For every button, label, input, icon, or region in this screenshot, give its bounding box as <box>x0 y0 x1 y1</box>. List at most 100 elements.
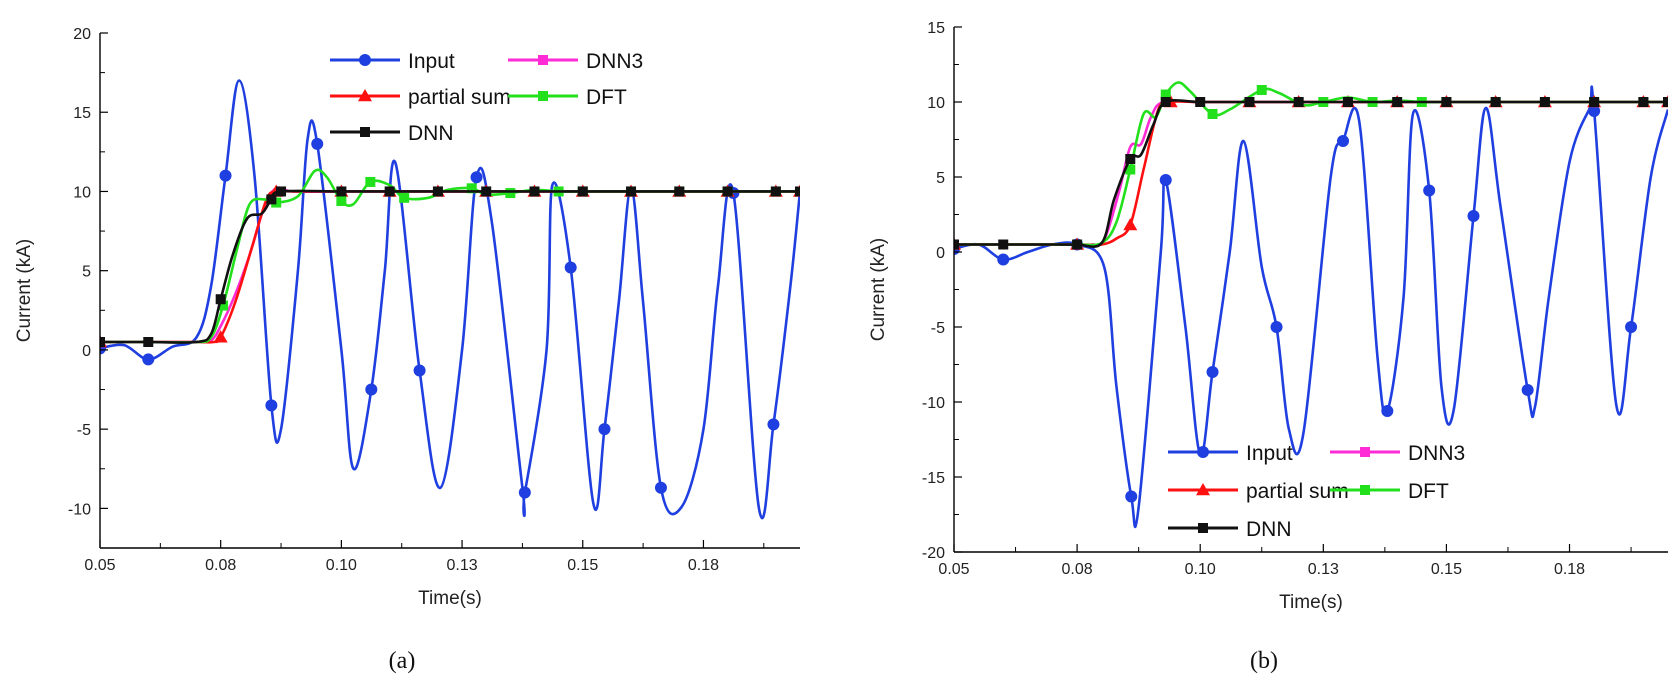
legend-item-dnn3: DNN3 <box>508 50 643 73</box>
series-point <box>1441 97 1452 107</box>
series-dnn <box>954 97 1668 250</box>
series-point <box>1589 97 1600 107</box>
series-line <box>954 99 1668 247</box>
series-point <box>466 183 477 194</box>
legend-swatch-marker <box>538 55 548 65</box>
legend-swatch-marker <box>360 127 370 137</box>
series-point <box>998 239 1009 250</box>
y-axis-title: Current (kA) <box>868 238 889 341</box>
series-point <box>311 137 324 150</box>
series-point <box>626 186 637 197</box>
plot-area <box>100 79 800 520</box>
series-dnn <box>100 186 800 347</box>
series-point <box>470 171 483 184</box>
series-line <box>954 100 1668 247</box>
series-point <box>1125 164 1136 175</box>
series-point <box>770 186 781 197</box>
series-point <box>767 418 780 431</box>
series-point <box>1337 135 1350 147</box>
series-partial-sum <box>954 95 1668 250</box>
legend-label: DNN3 <box>586 50 643 73</box>
chart-caption: (a) <box>389 648 416 674</box>
series-dft <box>100 168 800 347</box>
series-point <box>1159 174 1172 186</box>
series-point <box>481 186 492 197</box>
series-point <box>577 186 588 197</box>
series-input <box>100 79 800 520</box>
legend-item-input: Input <box>1168 442 1293 465</box>
series-point <box>1342 97 1353 107</box>
series-line <box>100 79 800 520</box>
series-point <box>564 261 577 274</box>
x-tick-label: 0.10 <box>326 557 357 574</box>
series-point <box>365 176 376 187</box>
series-point <box>219 169 232 182</box>
series-point <box>143 337 154 347</box>
series-point <box>1423 184 1436 197</box>
y-tick-label: 20 <box>73 26 91 43</box>
series-input <box>954 85 1668 528</box>
y-tick-label: 5 <box>936 170 945 187</box>
series-point <box>1270 321 1283 333</box>
legend-item-dft: DFT <box>1330 480 1449 503</box>
series-point <box>1539 97 1550 107</box>
series-point <box>266 194 277 205</box>
x-tick-label: 0.18 <box>1554 561 1585 578</box>
legend-swatch-marker <box>358 89 372 102</box>
legend-label: Input <box>408 50 455 73</box>
series-point <box>529 186 540 197</box>
legend-label: DFT <box>1408 480 1449 503</box>
legend-item-input: Input <box>330 50 455 73</box>
x-axis-title: Time(s) <box>418 588 482 609</box>
series-point <box>1663 97 1668 107</box>
legend-label: DNN3 <box>1408 442 1465 465</box>
y-tick-label: 10 <box>927 95 945 112</box>
series-point <box>1638 97 1649 107</box>
legend-swatch-marker <box>1360 485 1370 495</box>
y-tick-label: -5 <box>77 422 91 439</box>
series-point <box>1160 89 1171 100</box>
legend-label: partial sum <box>408 86 511 109</box>
series-point <box>142 353 155 366</box>
legend-swatch-marker <box>1198 523 1208 533</box>
series-point <box>365 383 378 396</box>
series-point <box>997 253 1010 266</box>
legend-label: DNN <box>1246 518 1292 541</box>
series-point <box>399 192 410 203</box>
series-point <box>1160 97 1171 107</box>
x-tick-label: 0.05 <box>938 561 969 578</box>
x-tick-label: 0.08 <box>205 557 236 574</box>
series-point <box>1381 405 1394 417</box>
series-point <box>265 399 278 412</box>
x-tick-label: 0.13 <box>1308 561 1339 578</box>
series-point <box>215 294 226 305</box>
chart-a: -10 -5 0 5 10 15 20 0.05 0.08 0.10 0.13 0.15 0.18 Tim… <box>14 26 800 674</box>
legend-label: partial sum <box>1246 480 1349 503</box>
legend-item-dnn: DNN <box>330 122 454 145</box>
x-tick-label: 0.18 <box>688 557 719 574</box>
series-point <box>432 186 443 197</box>
y-tick-label: -10 <box>68 501 91 518</box>
legend-label: DNN <box>408 122 454 145</box>
x-tick-label: 0.08 <box>1062 561 1093 578</box>
series-point <box>1467 210 1480 222</box>
legend-item-partial-sum: partial sum <box>330 86 511 109</box>
series-line <box>954 99 1668 249</box>
series-point <box>413 364 426 377</box>
legend-item-dft: DFT <box>508 86 627 109</box>
series-point <box>1072 239 1083 250</box>
x-axis-title: Time(s) <box>1279 592 1343 613</box>
series-point <box>1490 97 1501 107</box>
y-tick-label: -5 <box>931 320 945 337</box>
series-partial-sum <box>100 184 800 348</box>
plot-area <box>954 81 1668 528</box>
legend-swatch-marker <box>1196 483 1210 496</box>
series-point <box>654 481 667 494</box>
series-point <box>954 239 959 250</box>
y-tick-label: 0 <box>936 245 945 262</box>
legend: Input DNN3 partial sum DFT DNN <box>330 50 643 145</box>
y-tick-label: 15 <box>927 20 945 37</box>
chart-b: -20 -15 -10 -5 0 5 10 15 0.05 0.08 0.10 0.13 0.15 0.1… <box>868 20 1668 674</box>
x-tick-label: 0.13 <box>446 557 477 574</box>
y-tick-label: 5 <box>82 264 91 281</box>
